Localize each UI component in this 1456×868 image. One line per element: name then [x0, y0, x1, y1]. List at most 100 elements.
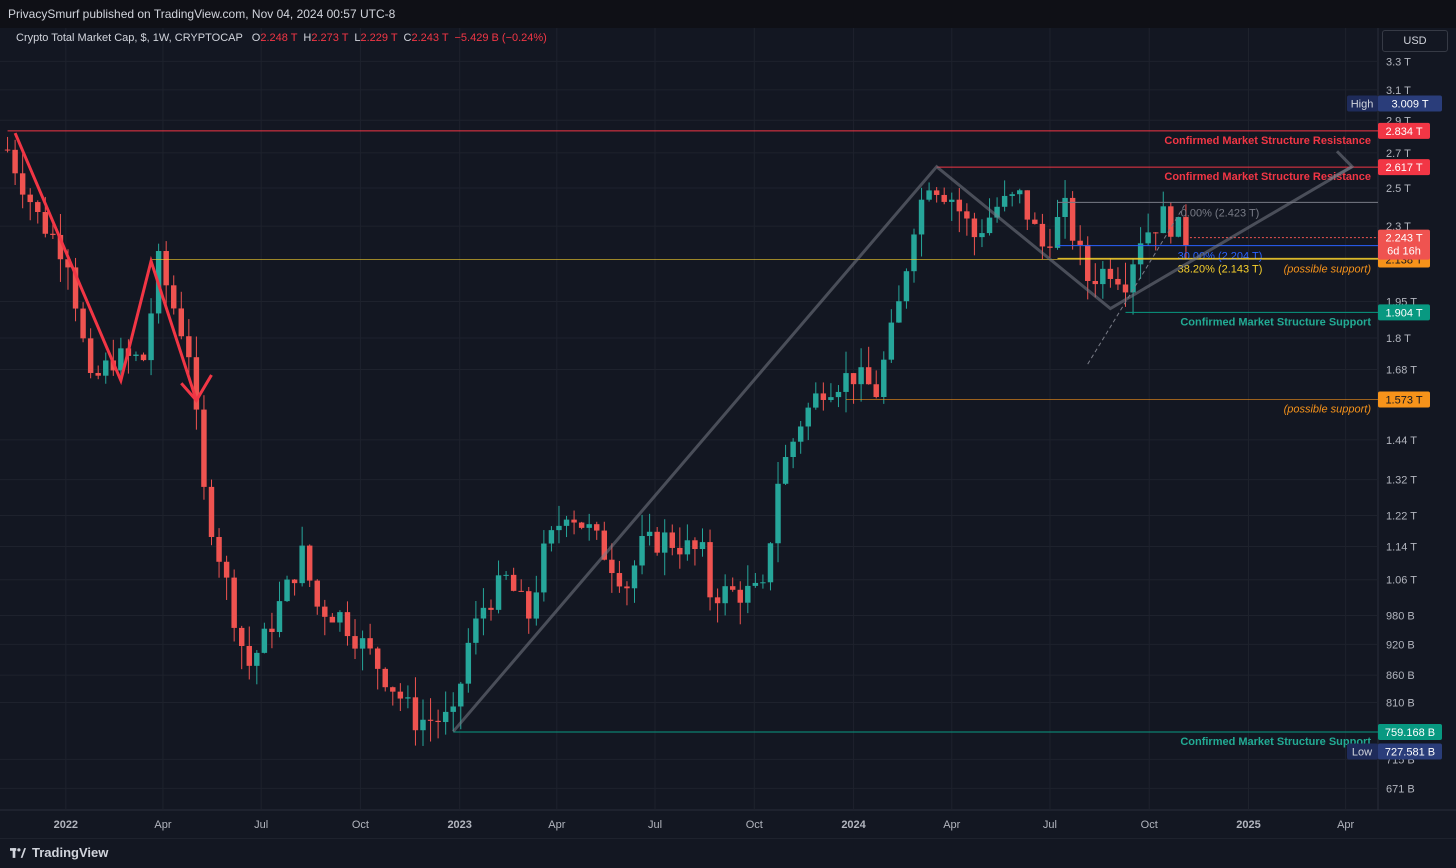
candle-body — [314, 580, 320, 607]
candle-body — [933, 190, 940, 195]
candle-body — [510, 574, 517, 591]
candle-body — [865, 367, 872, 385]
candle-body — [571, 519, 577, 523]
candle-body — [178, 308, 185, 337]
candle-body — [578, 522, 585, 528]
candle-body — [442, 711, 449, 723]
y-tick-label: 1.8 T — [1386, 333, 1411, 345]
symbol-legend: Crypto Total Market Cap, $, 1W, CRYPTOCA… — [16, 32, 547, 44]
candle-body — [12, 149, 18, 174]
candle-body — [888, 322, 895, 360]
high-value: 2.273 T — [311, 32, 349, 44]
candle-body — [1047, 246, 1053, 248]
plot-background — [0, 28, 1456, 838]
candle-body — [35, 202, 41, 213]
chart-area[interactable]: 3.3 T 3.1 T 2.9 T 2.7 T 2.5 T 2.3 T 1.95 T 1.8 … — [0, 28, 1456, 838]
candle-body — [261, 628, 268, 653]
candle-body — [760, 582, 766, 584]
candle-body — [903, 271, 910, 302]
low-price-tag — [1378, 743, 1442, 760]
candle-body — [1032, 219, 1038, 224]
candle-body — [254, 652, 260, 666]
open-label: O — [251, 32, 261, 44]
candle-body — [458, 683, 464, 707]
y-tick-label: 920 B — [1386, 639, 1415, 651]
currency-button[interactable]: USD — [1382, 30, 1448, 52]
candle-body — [322, 606, 328, 617]
candle-body — [42, 212, 49, 234]
possible-support-label: (possible support) — [1284, 263, 1372, 275]
candle-body — [405, 697, 411, 699]
possible-support-price-tag-text: 1.573 T — [1385, 395, 1422, 407]
candle-body — [1001, 195, 1008, 207]
y-tick-label: 1.22 T — [1386, 511, 1417, 523]
price-chart[interactable]: 3.3 T3.1 T2.9 T2.7 T2.5 T2.3 T1.95 T1.8 … — [0, 28, 1456, 838]
support-label: Confirmed Market Structure Support — [1180, 736, 1371, 748]
candle-body — [1085, 244, 1091, 281]
candle-body — [344, 612, 351, 637]
y-tick-label: 3.1 T — [1386, 85, 1411, 97]
candle-body — [495, 575, 502, 610]
candle-body — [57, 234, 64, 260]
candle-body — [359, 638, 366, 649]
open-value: 2.248 T — [260, 32, 298, 44]
candle-body — [586, 524, 592, 528]
fib-level-label: 38.20% (2.143 T) — [1178, 263, 1263, 275]
candle-body — [95, 372, 101, 376]
candle-body — [745, 585, 751, 603]
change-value: −5.429 B (−0.24%) — [454, 32, 547, 44]
candle-body — [420, 719, 426, 731]
candle-body — [797, 426, 804, 442]
candle-body — [594, 524, 600, 531]
candle-body — [503, 574, 509, 576]
candle-body — [397, 691, 404, 699]
candle-body — [367, 638, 373, 649]
x-tick-label: Apr — [943, 819, 960, 831]
low-label-tag — [1347, 743, 1378, 760]
candle-body — [201, 409, 207, 487]
symbol-title: Crypto Total Market Cap, $, 1W, CRYPTOCA… — [16, 32, 243, 44]
tradingview-logo[interactable]: TradingView — [10, 845, 108, 860]
candle-body — [103, 360, 109, 376]
candle-body — [1054, 217, 1061, 248]
candle-body — [858, 367, 864, 385]
resistance-price-tag-text: 2.617 T — [1385, 162, 1422, 174]
resistance-price-tag-text: 2.834 T — [1385, 126, 1422, 138]
candle-body — [616, 573, 623, 587]
candle-body — [171, 285, 177, 309]
x-tick-label: Apr — [154, 819, 171, 831]
candle-body — [50, 233, 56, 235]
high-price-tag — [1378, 95, 1442, 112]
candle-body — [246, 645, 252, 666]
candle-body — [193, 357, 200, 410]
candle-body — [269, 628, 275, 633]
candle-body — [941, 194, 947, 202]
candle-body — [1130, 264, 1136, 293]
candle-body — [238, 627, 245, 646]
support-price-tag-text: 759.168 B — [1385, 727, 1435, 739]
last-price-tag-text: 2.243 T — [1385, 233, 1422, 245]
candle-body — [624, 586, 630, 589]
low-label-text: Low — [1352, 746, 1372, 758]
candle-body — [1145, 232, 1151, 244]
candle-body — [737, 589, 743, 603]
y-tick-label: 3.3 T — [1386, 56, 1411, 68]
candle-body — [918, 199, 925, 235]
candle-body — [677, 547, 683, 555]
footer-bar: TradingView — [0, 838, 1456, 868]
candle-body — [276, 601, 283, 633]
candle-body — [563, 519, 570, 526]
x-tick-label: Oct — [1141, 819, 1158, 831]
candle-body — [896, 301, 902, 323]
projection-path — [452, 164, 1353, 733]
candle-body — [306, 545, 313, 581]
resistance-label: Confirmed Market Structure Resistance — [1164, 171, 1371, 183]
candle-body — [19, 173, 26, 195]
x-tick-label: Jul — [1043, 819, 1057, 831]
candle-body — [979, 233, 985, 238]
candle-body — [699, 542, 706, 550]
y-tick-label: 1.32 T — [1386, 475, 1417, 487]
candle-body — [1017, 190, 1023, 195]
candle-body — [548, 530, 555, 544]
low-value: 2.229 T — [360, 32, 398, 44]
